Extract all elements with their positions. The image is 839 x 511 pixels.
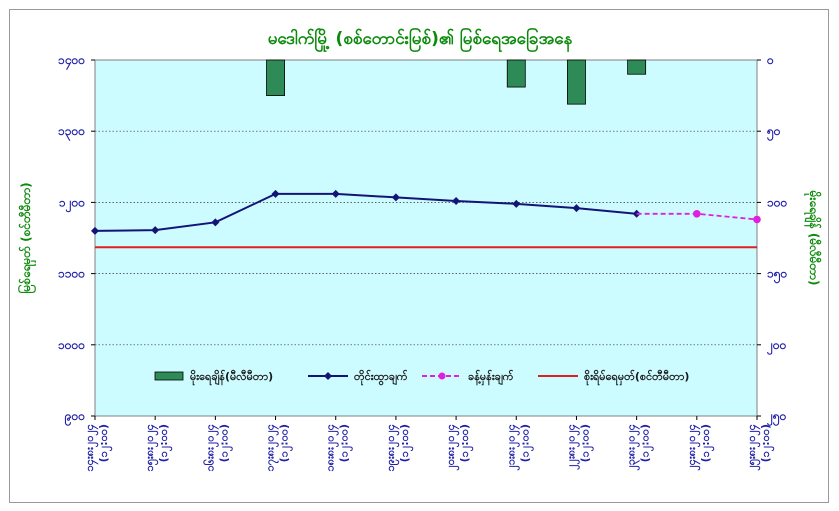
measured-point — [391, 193, 400, 202]
legend-label-forecast: ခန့်မှန်းချက် — [468, 369, 514, 386]
plot-area: ၉၀၀ ၁၀၀၀ ၁၁၀၀ ၁၂၀၀ ၁၃၀၀ ၁၄၀၀ ၀၅၀၁၀၀၁၅၀၂၀၀၂၅၀၁၄… — [58, 53, 788, 472]
measured-point — [211, 218, 220, 227]
legend-swatch-rain — [154, 371, 184, 381]
left-tick-label: ၁၀၀၀ — [58, 338, 85, 352]
rainfall-bar — [506, 59, 526, 88]
right-tick-label: ၀ — [766, 53, 774, 67]
x-tick-label-time: (၁၂:၀၀) — [157, 424, 173, 462]
measured-point — [452, 196, 461, 205]
x-tick-label: ၂၁း၈း၂၀၂၄ — [504, 424, 520, 471]
rainfall-bar — [567, 59, 586, 105]
left-tick-label: ၉၀၀ — [64, 409, 86, 427]
x-tick-label-time: (၁၂:၀၀) — [458, 424, 474, 462]
x-tick-label: ၂၄း၈း၂၀၂၄ — [685, 424, 701, 471]
x-tick-label-time: (၁၂:၀၀) — [578, 424, 594, 462]
x-tick-label: ၁၆း၈း၂၀၂၄ — [203, 424, 219, 471]
x-tick-label: ၂၀း၈း၂၀၂၄ — [444, 424, 460, 471]
x-tick-label: ၂၃း၈း၂၀၂၄ — [625, 424, 641, 471]
right-tick-label: ၂၅၀ — [766, 409, 787, 427]
x-tick-label: ၁၇း၈း၂၀၂၄ — [264, 424, 280, 471]
right-tick-label: ၁၅၀ — [767, 267, 788, 285]
x-tick-label: ၁၉း၈း၂၀၂၄ — [384, 424, 400, 471]
chart-svg: မဒေါက်မြို့ (စစ်တောင်းမြစ်)၏ မြစ်ရေအခြေအ… — [16, 26, 823, 472]
x-tick-label: ၂၂း၈း၂၀၂၄ — [564, 424, 580, 470]
chart-frame: မဒေါက်မြို့ (စစ်တောင်းမြစ်)၏ မြစ်ရေအခြေအ… — [9, 9, 829, 503]
plot-background — [94, 59, 758, 417]
x-tick-label: ၁၈း၈း၂၀၂၄ — [324, 424, 340, 472]
right-axis-label: မိုးရေချိန် (မီလီမီတာ) — [803, 190, 823, 286]
left-tick-label: ၁၄၀၀ — [58, 53, 85, 71]
left-tick-label: ၁၂၀၀ — [59, 195, 85, 213]
x-tick-label: ၂၅း၈း၂၀၂၄ — [745, 424, 761, 471]
x-tick-label-time: (၁၂:၀၀) — [518, 424, 534, 462]
legend: မိုးရေချိန်(မီလီမီတာ) တိုင်းထွာချက် ခန့်… — [154, 369, 689, 386]
x-tick-label-time: (၁၂:၀၀) — [217, 424, 233, 462]
legend-label-danger: စိုးရိမ်ရေမှတ်(စင်တီမီတာ) — [584, 369, 689, 386]
legend-label-measured: တိုင်းထွာချက် — [354, 369, 408, 386]
left-tick-label: ၁၃၀၀ — [58, 124, 85, 142]
chart-title: မဒေါက်မြို့ (စစ်တောင်းမြစ်)၏ မြစ်ရေအခြေအ… — [268, 26, 573, 53]
legend-marker-forecast — [438, 372, 446, 380]
measured-point — [572, 204, 581, 213]
forecast-point — [753, 215, 761, 224]
rainfall-bar — [266, 59, 285, 96]
x-tick-label-time: (၁၂:၀၀) — [639, 424, 655, 462]
right-tick-label: ၅၀ — [766, 124, 781, 142]
x-tick-label-time: (၁၂:၀၀) — [278, 424, 294, 462]
x-tick-label-time: (၁၂:၀၀) — [759, 424, 775, 462]
measured-point — [331, 189, 340, 198]
x-tick-label-time: (၁၂:၀၀) — [338, 424, 354, 462]
left-axis-label: မြစ်ရေမှတ် (စင်တီမီတာ) — [16, 182, 37, 293]
legend-label-rain: မိုးရေချိန်(မီလီမီတာ) — [190, 369, 273, 386]
measured-point — [91, 226, 99, 235]
right-tick-label: ၁၀၀ — [767, 195, 788, 209]
measured-point — [151, 226, 160, 235]
x-tick-label-time: (၁၂:၀၀) — [97, 424, 113, 462]
x-tick-label: ၁၄း၈း၂၀၂၄ — [83, 424, 99, 471]
left-tick-label: ၁၁၀၀ — [58, 267, 85, 281]
rainfall-bar — [627, 59, 647, 75]
measured-point — [271, 189, 280, 198]
x-tick-label-time: (၁၂:၀၀) — [398, 424, 414, 462]
legend-marker-measured — [324, 372, 332, 380]
right-tick-label: ၂၀၀ — [766, 338, 787, 356]
x-tick-label: ၁၅း၈း၂၀၂၄ — [143, 424, 159, 471]
forecast-point — [693, 209, 701, 218]
measured-point — [512, 199, 521, 208]
measured-line — [94, 192, 637, 232]
x-tick-label-time: (၁၂:၀၀) — [699, 424, 715, 462]
